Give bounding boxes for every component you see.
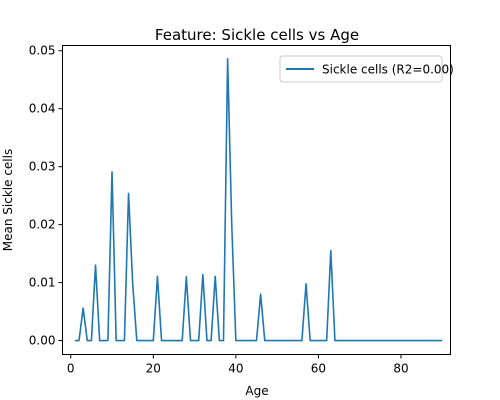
series-layer xyxy=(74,58,443,342)
y-axis: 0.00 0.01 0.02 0.03 0.04 0.05 xyxy=(29,44,63,348)
y-tick-label: 0.05 xyxy=(29,44,56,58)
y-tick-label: 0.03 xyxy=(29,160,56,174)
plot-frame xyxy=(62,45,451,355)
plot-area xyxy=(62,45,451,355)
y-tick-label: 0.01 xyxy=(29,276,56,290)
x-tick-label: 80 xyxy=(393,362,408,376)
legend: Sickle cells (R2=0.00) xyxy=(279,55,454,83)
x-tick-label: 0 xyxy=(67,362,75,376)
y-tick-label: 0.00 xyxy=(29,334,56,348)
x-axis: 0 20 40 60 80 xyxy=(67,354,409,376)
series-line-0 xyxy=(74,58,443,342)
x-tick-label: 20 xyxy=(146,362,161,376)
legend-label: Sickle cells (R2=0.00) xyxy=(322,63,454,77)
legend-box xyxy=(279,55,443,83)
plot-background xyxy=(62,45,451,355)
y-axis-label: Mean Sickle cells xyxy=(1,149,15,251)
chart-title: Feature: Sickle cells vs Age xyxy=(155,26,359,44)
y-tick-label: 0.04 xyxy=(29,102,56,116)
x-axis-label: Age xyxy=(245,384,268,398)
y-tick-label: 0.02 xyxy=(29,218,56,232)
x-tick-label: 60 xyxy=(311,362,326,376)
x-tick-label: 40 xyxy=(228,362,243,376)
